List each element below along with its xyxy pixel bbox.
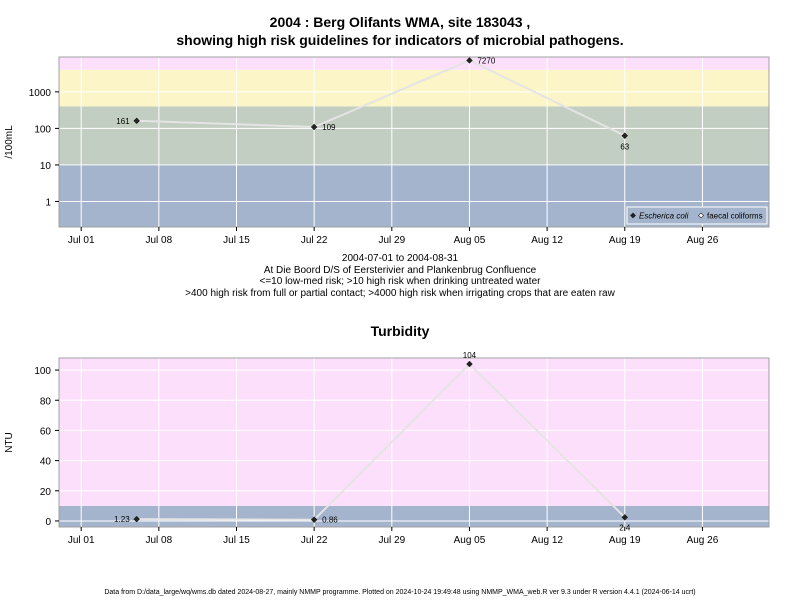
legend-box [626, 206, 768, 225]
panel-1-data-point [133, 117, 141, 125]
panel-1-x-tick-label: Aug 05 [454, 235, 486, 246]
panel-1-x-tick-label: Aug 12 [531, 235, 563, 246]
panel-2-data-point [310, 516, 318, 524]
panel-2-data-label: 0.86 [322, 516, 338, 525]
panel-2-x-tick-label: Aug 19 [609, 535, 641, 546]
panel-2-x-tick-label: Jul 01 [68, 535, 95, 546]
panel-1-data-label: 109 [322, 123, 336, 132]
chart-title-line-2: showing high risk guidelines for indicat… [176, 32, 624, 48]
panel-1-risk-band-4 [59, 57, 769, 70]
panel-1-x-tick-label: Aug 19 [609, 235, 641, 246]
panel-1-data-point [621, 132, 629, 140]
panel-1-y-tick-label: 100 [34, 124, 51, 135]
chart-title-line-1: 2004 : Berg Olifants WMA, site 183043 , [269, 14, 531, 30]
panel-2-data-point [466, 360, 473, 368]
panel-2-x-tick-label: Jul 15 [223, 535, 250, 546]
panel-1-series-line [136, 59, 626, 137]
turbidity-chart-title: Turbidity [370, 323, 430, 339]
panel-1-risk-band-2 [59, 106, 769, 165]
panel-1-x-tick-label: Jul 08 [146, 235, 173, 246]
panel-2-x-tick-label: Aug 05 [454, 535, 486, 546]
panel-2-y-tick-label: 60 [40, 426, 52, 437]
panel-2-x-tick-label: Jul 22 [301, 535, 328, 546]
panel-2-series-line [136, 362, 626, 521]
risk-note-1: <=10 low-med risk; >10 high risk when dr… [259, 276, 541, 287]
panel-1-x-tick-label: Jul 29 [378, 235, 405, 246]
legend-marker-2 [698, 212, 704, 219]
panel-1-data-label: 7270 [477, 56, 495, 65]
panel-1-x-tick-label: Aug 26 [687, 235, 719, 246]
legend-marker-1 [630, 212, 636, 219]
panel-1-plot-frame [58, 56, 770, 228]
panel-2-data-label: 2.4 [619, 523, 631, 532]
risk-note-2: >400 high risk from full or partial cont… [185, 288, 615, 299]
panel-2-y-tick-label: 100 [34, 366, 51, 377]
panel-1-y-tick-label: 10 [40, 161, 52, 172]
panel-1-risk-band-3 [59, 69, 769, 107]
panel-2-x-tick-label: Jul 08 [146, 535, 173, 546]
panel-2-y-tick-label: 40 [40, 457, 52, 468]
data-source-footer: Data from D:/data_large/wq/wms.db dated … [104, 589, 696, 596]
site-location-caption: At Die Boord D/S of Eersterivier and Pla… [263, 265, 537, 276]
panel-1-y-tick-label: 1 [45, 197, 51, 208]
panel-1-data-point [310, 123, 318, 131]
panel-2-data-point [621, 513, 629, 521]
panel-2-data-label: 104 [463, 351, 477, 360]
panel-2-y-axis-label: NTU [4, 432, 15, 453]
panel-2-data-label: 1.23 [114, 515, 130, 524]
panel-2-x-tick-label: Aug 26 [687, 535, 719, 546]
legend-entry-2: faecal coliforms [707, 212, 763, 221]
panel-1-data-point [466, 57, 473, 64]
legend-entry-1: Escherica coli [639, 212, 689, 221]
panel-2-y-tick-label: 80 [40, 396, 52, 407]
panel-2-y-tick-label: 20 [40, 487, 52, 498]
panel-2-risk-band-1 [59, 505, 769, 527]
panel-1-x-tick-label: Jul 15 [223, 235, 250, 246]
panel-2-plot-frame [58, 357, 770, 528]
panel-1-x-tick-label: Jul 01 [68, 235, 95, 246]
panel-1-y-axis-label: /100mL [4, 125, 15, 159]
panel-1-x-tick-label: Jul 22 [301, 235, 328, 246]
panel-2-risk-band-2 [59, 358, 769, 506]
date-range-caption: 2004-07-01 to 2004-08-31 [341, 253, 459, 264]
panel-1-data-label: 63 [620, 143, 629, 152]
panel-2-x-tick-label: Aug 12 [531, 535, 563, 546]
panel-1-y-tick-label: 1000 [29, 88, 52, 99]
panel-2-x-tick-label: Jul 29 [378, 535, 405, 546]
panel-1-data-label: 161 [116, 117, 130, 126]
panel-2-data-point [133, 515, 141, 523]
panel-2-y-tick-label: 0 [45, 517, 51, 528]
